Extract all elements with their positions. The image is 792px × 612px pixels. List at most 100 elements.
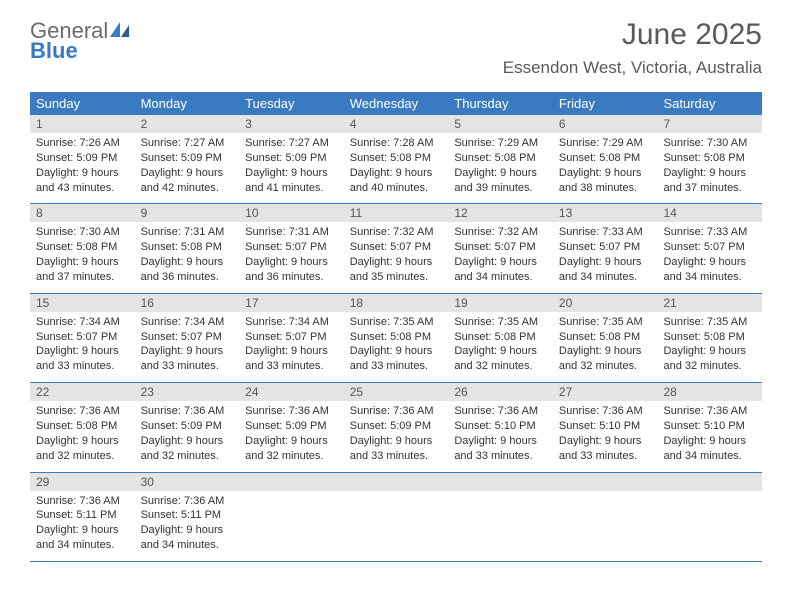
daylight-text: Daylight: 9 hours and 32 minutes. <box>141 434 234 464</box>
day-number: 22 <box>30 383 135 401</box>
week-body: Sunrise: 7:34 AMSunset: 5:07 PMDaylight:… <box>30 312 762 383</box>
weekday-thursday: Thursday <box>448 92 553 115</box>
day-number: 5 <box>448 115 553 133</box>
day-cell: Sunrise: 7:30 AMSunset: 5:08 PMDaylight:… <box>30 222 135 292</box>
day-number: 15 <box>30 294 135 312</box>
day-cell: Sunrise: 7:36 AMSunset: 5:11 PMDaylight:… <box>30 491 135 561</box>
sunrise-text: Sunrise: 7:30 AM <box>36 225 129 240</box>
day-number: 26 <box>448 383 553 401</box>
sunset-text: Sunset: 5:09 PM <box>141 419 234 434</box>
sunset-text: Sunset: 5:07 PM <box>663 240 756 255</box>
day-cell: Sunrise: 7:36 AMSunset: 5:09 PMDaylight:… <box>135 401 240 471</box>
day-number: 17 <box>239 294 344 312</box>
sunrise-text: Sunrise: 7:36 AM <box>350 404 443 419</box>
sunrise-text: Sunrise: 7:35 AM <box>454 315 547 330</box>
sunset-text: Sunset: 5:07 PM <box>36 330 129 345</box>
daylight-text: Daylight: 9 hours and 33 minutes. <box>141 344 234 374</box>
day-number: 30 <box>135 473 240 491</box>
sunset-text: Sunset: 5:08 PM <box>350 151 443 166</box>
daylight-text: Daylight: 9 hours and 36 minutes. <box>245 255 338 285</box>
sunset-text: Sunset: 5:08 PM <box>36 240 129 255</box>
weekday-header-row: Sunday Monday Tuesday Wednesday Thursday… <box>30 92 762 115</box>
day-number: 19 <box>448 294 553 312</box>
day-cell: Sunrise: 7:35 AMSunset: 5:08 PMDaylight:… <box>344 312 449 382</box>
sunset-text: Sunset: 5:07 PM <box>141 330 234 345</box>
day-number: 21 <box>657 294 762 312</box>
day-cell <box>657 491 762 561</box>
sunset-text: Sunset: 5:07 PM <box>245 240 338 255</box>
daylight-text: Daylight: 9 hours and 32 minutes. <box>245 434 338 464</box>
day-number-row: 15161718192021 <box>30 294 762 312</box>
sunrise-text: Sunrise: 7:33 AM <box>559 225 652 240</box>
weekday-friday: Friday <box>553 92 658 115</box>
sunrise-text: Sunrise: 7:33 AM <box>663 225 756 240</box>
daylight-text: Daylight: 9 hours and 34 minutes. <box>559 255 652 285</box>
sunrise-text: Sunrise: 7:27 AM <box>141 136 234 151</box>
day-number: 6 <box>553 115 658 133</box>
sunset-text: Sunset: 5:11 PM <box>36 508 129 523</box>
day-cell: Sunrise: 7:26 AMSunset: 5:09 PMDaylight:… <box>30 133 135 203</box>
weekday-tuesday: Tuesday <box>239 92 344 115</box>
weekday-wednesday: Wednesday <box>344 92 449 115</box>
sunset-text: Sunset: 5:07 PM <box>454 240 547 255</box>
sunrise-text: Sunrise: 7:32 AM <box>454 225 547 240</box>
day-number: 16 <box>135 294 240 312</box>
sunrise-text: Sunrise: 7:29 AM <box>454 136 547 151</box>
sunset-text: Sunset: 5:09 PM <box>350 419 443 434</box>
sunset-text: Sunset: 5:11 PM <box>141 508 234 523</box>
day-cell: Sunrise: 7:34 AMSunset: 5:07 PMDaylight:… <box>239 312 344 382</box>
day-cell: Sunrise: 7:32 AMSunset: 5:07 PMDaylight:… <box>448 222 553 292</box>
sunset-text: Sunset: 5:08 PM <box>559 151 652 166</box>
day-cell <box>553 491 658 561</box>
day-cell: Sunrise: 7:29 AMSunset: 5:08 PMDaylight:… <box>553 133 658 203</box>
day-number: 25 <box>344 383 449 401</box>
sunset-text: Sunset: 5:09 PM <box>36 151 129 166</box>
day-cell: Sunrise: 7:27 AMSunset: 5:09 PMDaylight:… <box>239 133 344 203</box>
sunrise-text: Sunrise: 7:27 AM <box>245 136 338 151</box>
daylight-text: Daylight: 9 hours and 39 minutes. <box>454 166 547 196</box>
weeks-container: 1234567Sunrise: 7:26 AMSunset: 5:09 PMDa… <box>30 115 762 562</box>
daylight-text: Daylight: 9 hours and 34 minutes. <box>663 434 756 464</box>
daylight-text: Daylight: 9 hours and 34 minutes. <box>141 523 234 553</box>
day-number: 1 <box>30 115 135 133</box>
day-number: 12 <box>448 204 553 222</box>
day-cell: Sunrise: 7:36 AMSunset: 5:09 PMDaylight:… <box>344 401 449 471</box>
week-body: Sunrise: 7:30 AMSunset: 5:08 PMDaylight:… <box>30 222 762 293</box>
day-cell: Sunrise: 7:36 AMSunset: 5:11 PMDaylight:… <box>135 491 240 561</box>
day-number: 20 <box>553 294 658 312</box>
day-cell: Sunrise: 7:35 AMSunset: 5:08 PMDaylight:… <box>553 312 658 382</box>
day-number: 11 <box>344 204 449 222</box>
sunset-text: Sunset: 5:09 PM <box>141 151 234 166</box>
sunrise-text: Sunrise: 7:31 AM <box>141 225 234 240</box>
sunset-text: Sunset: 5:08 PM <box>454 151 547 166</box>
sunrise-text: Sunrise: 7:34 AM <box>245 315 338 330</box>
day-number: 18 <box>344 294 449 312</box>
day-number: 13 <box>553 204 658 222</box>
daylight-text: Daylight: 9 hours and 32 minutes. <box>36 434 129 464</box>
day-cell: Sunrise: 7:36 AMSunset: 5:10 PMDaylight:… <box>553 401 658 471</box>
header: General June 2025 Essendon West, Victori… <box>0 0 792 78</box>
sunset-text: Sunset: 5:10 PM <box>663 419 756 434</box>
logo-text-blue: Blue <box>30 38 78 64</box>
weekday-monday: Monday <box>135 92 240 115</box>
daylight-text: Daylight: 9 hours and 37 minutes. <box>663 166 756 196</box>
weekday-saturday: Saturday <box>657 92 762 115</box>
location: Essendon West, Victoria, Australia <box>503 58 762 78</box>
day-number-row: 891011121314 <box>30 204 762 222</box>
daylight-text: Daylight: 9 hours and 41 minutes. <box>245 166 338 196</box>
day-number: 2 <box>135 115 240 133</box>
day-number: 10 <box>239 204 344 222</box>
sunset-text: Sunset: 5:08 PM <box>663 151 756 166</box>
daylight-text: Daylight: 9 hours and 33 minutes. <box>559 434 652 464</box>
day-cell: Sunrise: 7:27 AMSunset: 5:09 PMDaylight:… <box>135 133 240 203</box>
sunrise-text: Sunrise: 7:36 AM <box>245 404 338 419</box>
day-number: 9 <box>135 204 240 222</box>
day-cell: Sunrise: 7:32 AMSunset: 5:07 PMDaylight:… <box>344 222 449 292</box>
daylight-text: Daylight: 9 hours and 33 minutes. <box>245 344 338 374</box>
sunrise-text: Sunrise: 7:36 AM <box>454 404 547 419</box>
day-number-row: 1234567 <box>30 115 762 133</box>
daylight-text: Daylight: 9 hours and 37 minutes. <box>36 255 129 285</box>
day-number-row: 2930 <box>30 473 762 491</box>
sunset-text: Sunset: 5:07 PM <box>559 240 652 255</box>
sunrise-text: Sunrise: 7:35 AM <box>663 315 756 330</box>
